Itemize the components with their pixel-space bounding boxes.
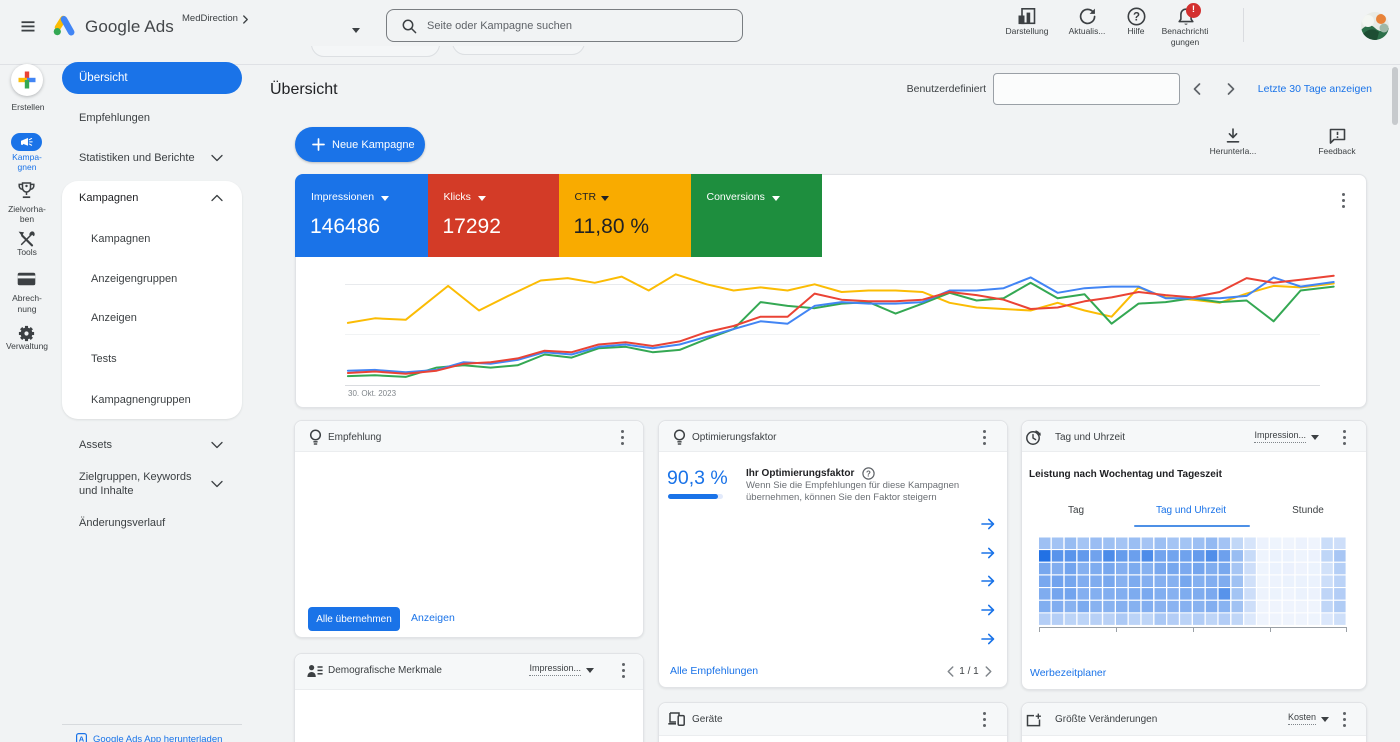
svg-text:?: ? [866, 469, 871, 478]
svg-text:?: ? [1133, 12, 1140, 24]
svg-text:A: A [79, 734, 85, 742]
